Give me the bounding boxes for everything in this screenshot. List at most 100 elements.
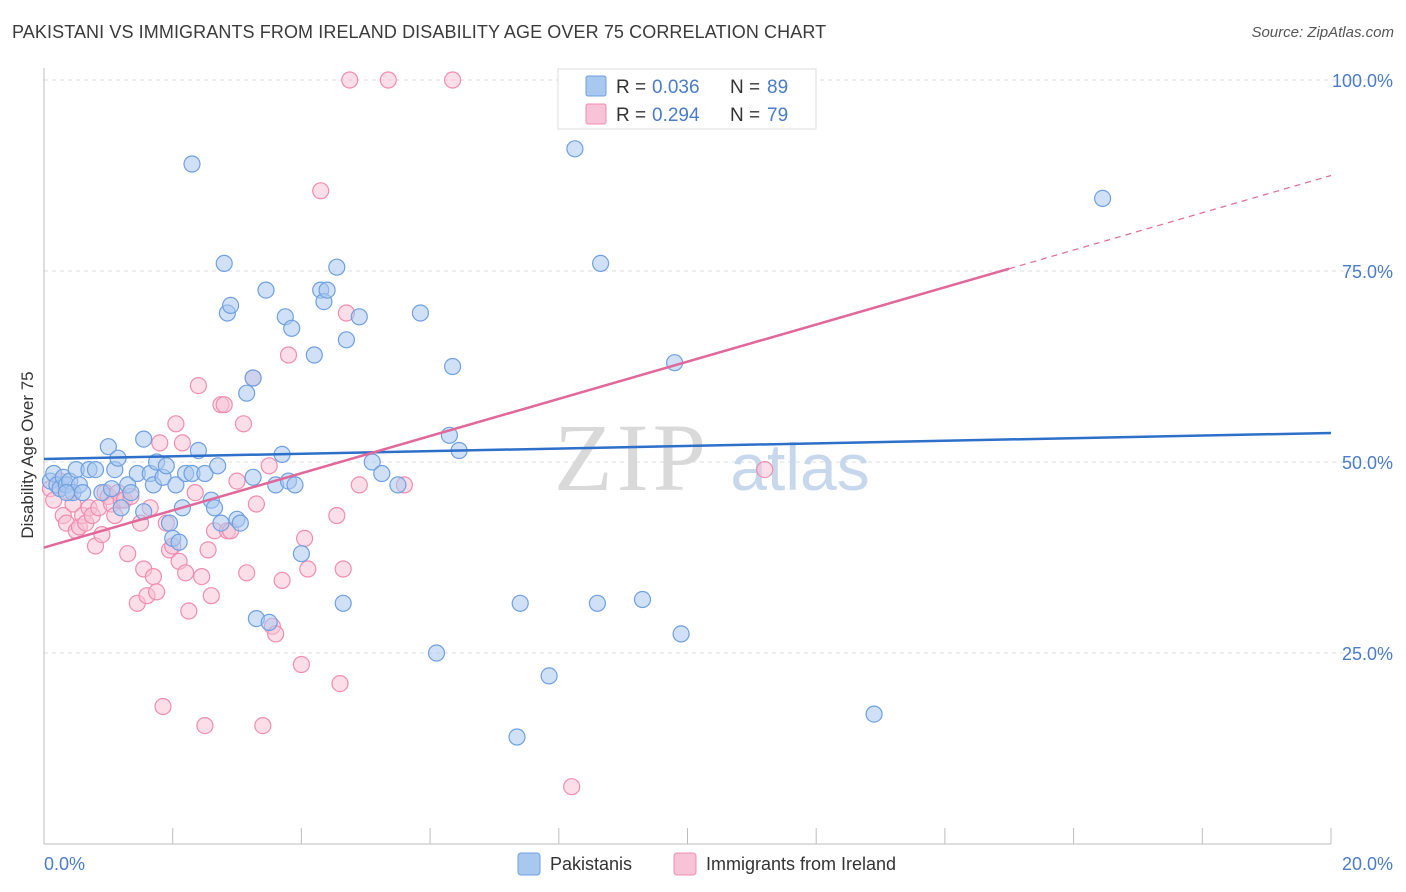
legend-n-label-2: N = [730, 105, 760, 126]
point-ireland [299, 560, 317, 578]
point-ireland [193, 567, 211, 586]
watermark-zip: ZIP [554, 404, 710, 511]
chart-title: PAKISTANI VS IMMIGRANTS FROM IRELAND DIS… [12, 22, 827, 42]
point-pakistanis [672, 625, 690, 643]
point-pakistanis [292, 545, 310, 563]
legend-swatch-ireland [585, 103, 607, 125]
x-tick-label: 0.0% [44, 854, 85, 874]
legend-r-value-1: 0.036 [652, 77, 700, 98]
point-pakistanis [318, 281, 336, 299]
point-ireland [202, 587, 220, 605]
watermark-atlas: atlas [730, 430, 869, 504]
point-pakistanis [215, 254, 233, 272]
point-ireland [331, 674, 349, 693]
trendline-ireland-extension [1009, 174, 1332, 270]
point-pakistanis [73, 484, 92, 502]
point-pakistanis [231, 514, 249, 532]
point-pakistanis [112, 499, 130, 517]
point-ireland [254, 716, 272, 735]
point-pakistanis [427, 644, 446, 662]
point-ireland [196, 716, 214, 735]
point-pakistanis [170, 533, 188, 551]
point-ireland [296, 529, 314, 548]
point-pakistanis [389, 476, 407, 494]
point-pakistanis [511, 594, 529, 612]
point-ireland [173, 434, 191, 452]
trendline-ireland [43, 267, 1010, 549]
point-pakistanis [337, 331, 355, 349]
point-ireland [144, 567, 162, 586]
bottom-legend-label-ireland: Immigrants from Ireland [706, 854, 896, 874]
point-ireland [312, 182, 330, 200]
point-pakistanis [350, 308, 368, 326]
point-pakistanis [411, 304, 429, 322]
point-pakistanis [157, 457, 175, 475]
point-pakistanis [260, 613, 278, 632]
legend-r-label-2: R = [616, 105, 646, 126]
point-ireland [292, 655, 310, 674]
point-ireland [186, 484, 204, 502]
point-ireland [177, 564, 195, 582]
point-ireland [273, 571, 291, 590]
point-ireland [350, 476, 368, 494]
point-pakistanis [99, 438, 118, 456]
point-pakistanis [205, 499, 224, 517]
point-pakistanis [865, 705, 883, 723]
bottom-legend: Pakistanis Immigrants from Ireland [517, 852, 896, 876]
point-pakistanis [286, 476, 304, 494]
point-ireland [234, 415, 253, 433]
legend-r-value-2: 0.294 [652, 105, 700, 126]
point-pakistanis [373, 464, 391, 483]
point-pakistanis [244, 468, 262, 486]
point-pakistanis [244, 369, 262, 387]
point-pakistanis [508, 728, 526, 746]
point-ireland [341, 71, 359, 89]
bottom-legend-swatch-pakistanis [517, 852, 541, 876]
point-ireland [151, 434, 169, 452]
point-pakistanis [334, 594, 352, 612]
axes [43, 68, 1332, 845]
point-pakistanis [566, 140, 584, 158]
point-ireland [119, 545, 137, 563]
trend-lines [43, 174, 1332, 549]
point-pakistanis [212, 514, 230, 532]
point-pakistanis [122, 484, 140, 502]
point-ireland [238, 564, 256, 582]
point-pakistanis [257, 281, 275, 299]
top-legend: R = 0.036 N = 89 R = 0.294 N = 79 [557, 68, 817, 130]
point-pakistanis [328, 258, 346, 276]
point-ireland [334, 560, 352, 578]
point-pakistanis [633, 590, 652, 609]
x-tick-label: 20.0% [1342, 854, 1393, 874]
legend-n-label-1: N = [730, 77, 760, 98]
point-pakistanis [167, 476, 185, 494]
point-ireland [199, 541, 217, 559]
point-ireland [228, 472, 246, 490]
point-pakistanis [1093, 189, 1112, 207]
point-pakistanis [86, 461, 105, 479]
point-pakistanis [238, 384, 256, 402]
bottom-legend-swatch-ireland [673, 852, 697, 876]
point-ireland [279, 346, 298, 364]
y-tick-label: 25.0% [1342, 644, 1393, 664]
point-pakistanis [209, 457, 227, 475]
point-ireland [180, 602, 198, 620]
legend-swatch-pakistanis [585, 75, 607, 97]
y-tick-label: 75.0% [1342, 262, 1393, 282]
y-tick-label: 100.0% [1332, 71, 1393, 91]
point-pakistanis [283, 319, 301, 337]
point-ireland [563, 778, 581, 796]
point-ireland [148, 583, 166, 601]
point-pakistanis [222, 296, 240, 314]
point-ireland [328, 506, 346, 525]
tick-labels: 25.0% 50.0% 75.0% 100.0% 0.0% 20.0% [44, 71, 1393, 874]
y-tick-label: 50.0% [1342, 453, 1393, 473]
point-pakistanis [591, 254, 610, 272]
point-ireland [215, 396, 233, 414]
point-ireland [379, 71, 397, 89]
point-pakistanis [588, 594, 607, 612]
point-ireland [154, 697, 172, 716]
point-ireland [444, 71, 462, 89]
source-credit: Source: ZipAtlas.com [1251, 24, 1394, 41]
